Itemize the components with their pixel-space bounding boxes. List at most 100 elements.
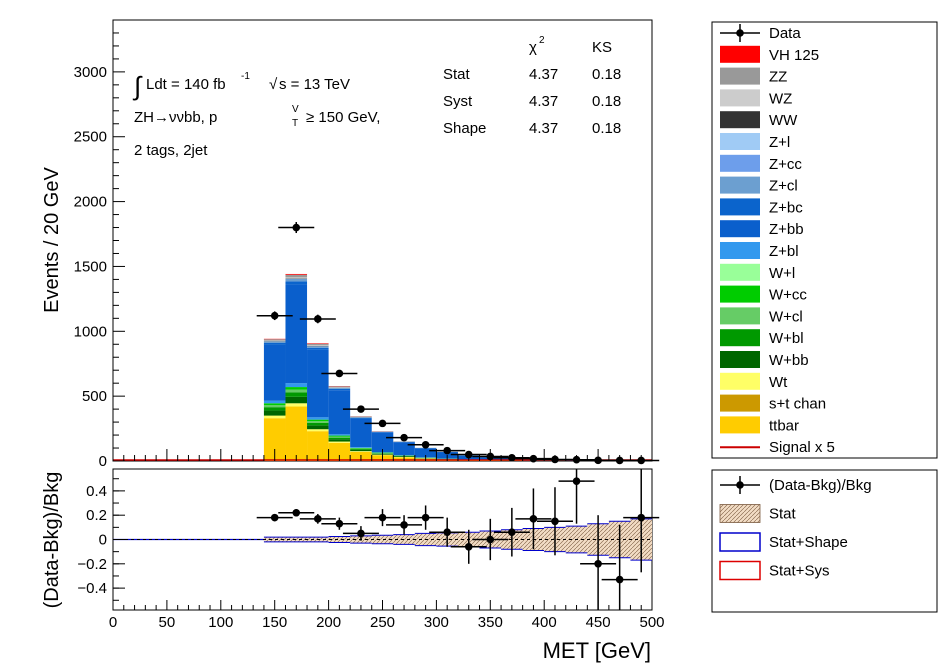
x-tick-label: 450 bbox=[586, 614, 611, 631]
legend-label-signal-x-5: Signal x 5 bbox=[769, 439, 835, 456]
legend-swatch-w-bl bbox=[720, 329, 760, 347]
stack-bar-zz bbox=[285, 274, 308, 278]
stack-bar-w-cc bbox=[350, 447, 372, 449]
legend-swatch-ww bbox=[720, 111, 760, 129]
stack-bar-w-bb bbox=[328, 439, 351, 442]
stack-bar-w-bb bbox=[350, 449, 372, 452]
ratio-panel: −0.4 −0.2 0 0.2 0.4 0 50 100 150 200 250 300 350 400… bbox=[41, 468, 665, 663]
stack-bar-vh-125 bbox=[307, 343, 329, 344]
ratio-point bbox=[292, 508, 301, 517]
legend-label-z-bl: Z+bl bbox=[769, 243, 799, 260]
process-text: ZH→ννbb, p bbox=[134, 109, 217, 126]
legend-label-zz: ZZ bbox=[769, 69, 787, 86]
stack-bar-z-cl bbox=[285, 278, 308, 282]
pt-sup: V bbox=[292, 104, 299, 115]
legend-label-z-l: Z+l bbox=[769, 134, 790, 151]
stats-row-chi2: 4.37 bbox=[529, 93, 558, 110]
stack-bar-z-bb bbox=[328, 390, 351, 435]
x-tick-label: 350 bbox=[478, 614, 503, 631]
stack-bar-vh-125 bbox=[285, 273, 308, 275]
ratio-point bbox=[335, 519, 344, 528]
integral-symbol: ∫ bbox=[132, 71, 143, 101]
x-tick-label: 200 bbox=[316, 614, 341, 631]
x-tick-label: 500 bbox=[639, 614, 664, 631]
ratio-point bbox=[508, 528, 516, 537]
x-tick-label: 0 bbox=[109, 614, 117, 631]
stat-band bbox=[393, 534, 415, 545]
legend-swatch-wz bbox=[720, 89, 760, 107]
legend-swatch-w-cl bbox=[720, 307, 760, 325]
stack-bar-w-cc bbox=[263, 403, 286, 406]
stack-bar-w-bb bbox=[307, 425, 329, 430]
stack-bar-wt bbox=[328, 441, 351, 443]
legend-swatch-vh-125 bbox=[720, 45, 760, 63]
stack-bar-z-bb bbox=[307, 349, 329, 418]
ratio-point bbox=[270, 513, 279, 522]
data-point bbox=[292, 223, 301, 232]
stack-bar-ttbar bbox=[328, 442, 351, 461]
stack-bar-z-bb bbox=[285, 284, 308, 384]
ratio-point bbox=[464, 542, 473, 551]
stack-bar-zz bbox=[263, 339, 286, 341]
legend-swatch-z-cl bbox=[720, 176, 760, 194]
stat-band bbox=[263, 537, 286, 542]
legend-label-wz: WZ bbox=[769, 90, 792, 107]
ratio-point bbox=[572, 477, 581, 485]
legend-swatch-z-bb bbox=[720, 220, 760, 238]
x-axis-label: MET [GeV] bbox=[543, 638, 651, 663]
legend-label-ttbar: ttbar bbox=[769, 417, 799, 434]
selection-text: 2 tags, 2jet bbox=[134, 142, 208, 159]
ratio-x-axis: 0 50 100 150 200 250 300 350 400 450 500 bbox=[109, 600, 665, 631]
stats-row-ks: 0.18 bbox=[592, 120, 621, 137]
ratio-y-axis: −0.4 −0.2 0 0.2 0.4 bbox=[77, 478, 125, 601]
legend-swatch-ttbar bbox=[720, 416, 760, 434]
ratio-point bbox=[443, 528, 451, 537]
stack-bar-ttbar bbox=[307, 431, 329, 461]
x-tick-label: 250 bbox=[370, 614, 395, 631]
stack-bar-ttbar bbox=[285, 406, 308, 461]
y-tick-label: 2500 bbox=[74, 129, 107, 146]
stack-bar-wt bbox=[350, 451, 372, 452]
stack-bar-z-bc bbox=[328, 388, 351, 391]
legend-label-vh-125: VH 125 bbox=[769, 47, 819, 64]
ratio-point bbox=[357, 529, 365, 538]
stacked-histogram bbox=[263, 273, 652, 461]
chi2-sup: 2 bbox=[539, 35, 545, 46]
stack-bar-z-bl bbox=[307, 417, 329, 420]
stack-bar-w-bl bbox=[328, 437, 351, 440]
stats-row-chi2: 4.37 bbox=[529, 66, 558, 83]
sqrt-symbol: √ bbox=[269, 76, 278, 93]
stats-row-label: Stat bbox=[443, 66, 471, 83]
ratio-legend-swatch-stat bbox=[719, 504, 761, 523]
sqrt-s-text: s = 13 TeV bbox=[279, 76, 350, 93]
stack-bar-z-bb bbox=[414, 448, 437, 458]
stack-bar-z-bl bbox=[350, 447, 372, 448]
stats-row-label: Shape bbox=[443, 120, 486, 137]
stack-bar-wt bbox=[263, 415, 286, 419]
pt-cut-text: ≥ 150 GeV, bbox=[306, 109, 380, 126]
stat-band bbox=[285, 537, 308, 542]
ratio-legend-swatch-stat-sys bbox=[719, 560, 761, 581]
ratio-legend-label--data-bkg-bkg: (Data-Bkg)/Bkg bbox=[769, 477, 872, 494]
stack-bar-ttbar bbox=[263, 418, 286, 461]
ratio-legend-swatch-stat-shape bbox=[719, 532, 761, 552]
stack-bar-z-bl bbox=[263, 400, 286, 404]
main-legend-box bbox=[711, 21, 938, 459]
stack-bar-w-bb bbox=[263, 410, 286, 416]
stack-bar-w-bl bbox=[307, 422, 329, 426]
legend-swatch-zz bbox=[720, 67, 760, 85]
data-point bbox=[443, 446, 451, 455]
stack-bar-z-bb bbox=[263, 344, 286, 401]
y-tick-label: 1000 bbox=[74, 323, 107, 340]
y-tick-label: 2000 bbox=[74, 194, 107, 211]
data-point bbox=[421, 440, 430, 449]
legend-label-data: Data bbox=[769, 25, 801, 42]
x-tick-label: 100 bbox=[208, 614, 233, 631]
x-tick-label: 300 bbox=[424, 614, 449, 631]
stack-bar-w-cl bbox=[328, 436, 351, 438]
legend-label-z-cl: Z+cl bbox=[769, 178, 798, 195]
data-point bbox=[357, 405, 365, 413]
stack-bar-w-cl bbox=[263, 405, 286, 408]
ratio-y-tick-label: 0 bbox=[99, 532, 107, 549]
